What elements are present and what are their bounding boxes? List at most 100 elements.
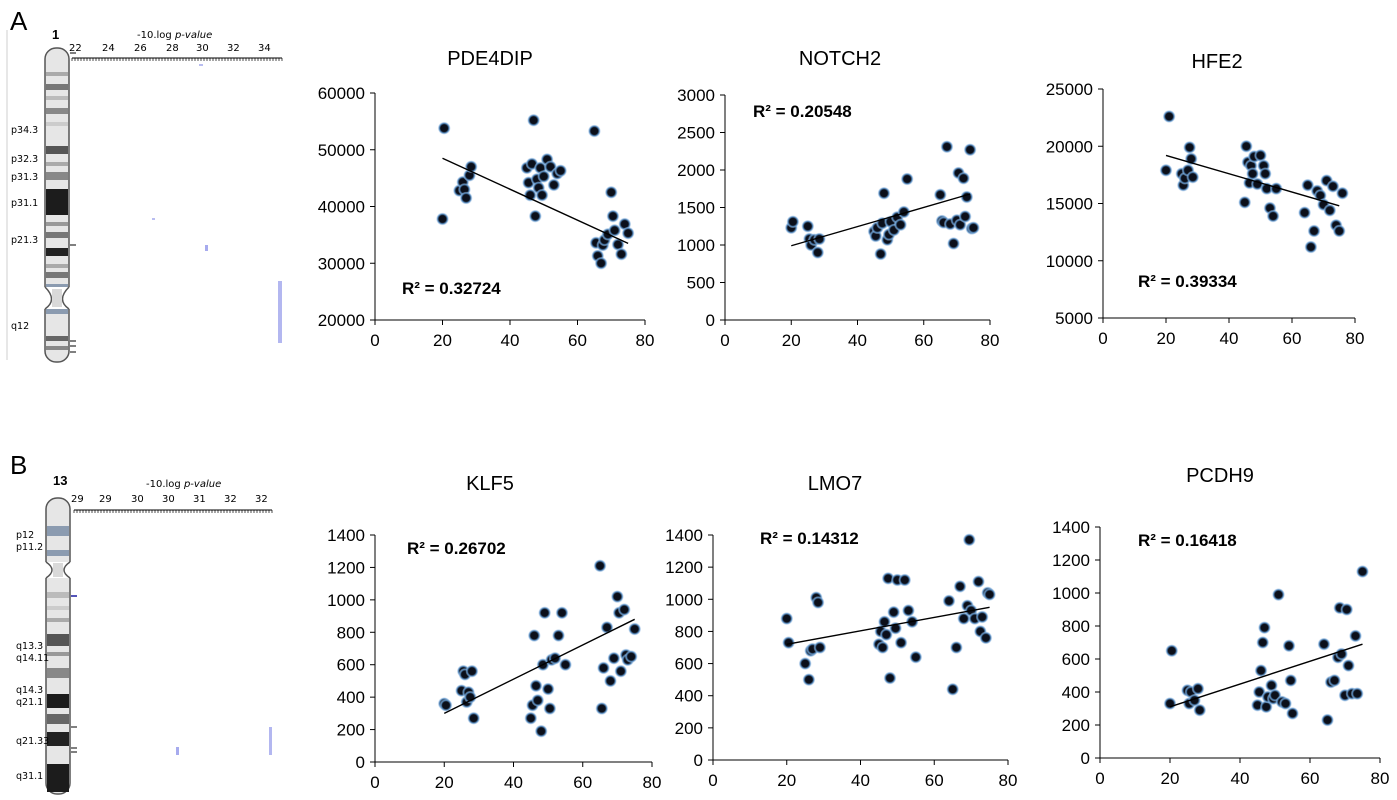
chart-title: PDE4DIP (447, 48, 533, 70)
data-point (1258, 621, 1271, 634)
band-label: p31.3 (11, 172, 38, 183)
data-point (1328, 674, 1341, 687)
data-point (972, 575, 985, 588)
band-label: p34.3 (11, 125, 38, 136)
y-tick-label: 50000 (318, 141, 365, 160)
y-tick-label: 1400 (327, 526, 365, 545)
pvalue-ruler (71, 57, 283, 61)
data-point (1238, 196, 1252, 209)
data-point (1307, 224, 1321, 238)
data-point (786, 215, 800, 229)
y-tick-label: 10000 (1046, 252, 1093, 271)
panel-label-a: A (10, 6, 28, 36)
data-point (1317, 637, 1331, 651)
data-point (529, 679, 543, 693)
chart-title: KLF5 (466, 473, 514, 495)
data-point (552, 629, 565, 642)
y-tick-label: 400 (337, 688, 365, 707)
data-point (597, 661, 610, 675)
pvalue-axis-label: -10.log p-value (137, 30, 212, 41)
data-point (942, 594, 956, 608)
x-tick-label: 40 (501, 331, 520, 350)
band-label: q21.1 (16, 697, 43, 708)
scatter-chart-pcdh9: PCDH9 0 200 400 600 800 1000 1200 1400 0 20 40 60 80 R… (1052, 465, 1389, 788)
y-tick-label: 500 (687, 274, 715, 293)
data-point (950, 641, 963, 654)
y-tick-label: 20000 (318, 311, 365, 330)
data-point (607, 651, 621, 665)
band-label: q14.3 (16, 685, 43, 696)
data-point (594, 256, 608, 270)
data-point (1272, 588, 1285, 601)
data-point (1335, 647, 1348, 661)
y-tick-label: 800 (337, 623, 365, 642)
x-tick-label: 40 (1220, 329, 1239, 348)
data-point (811, 596, 825, 609)
y-tick-label: 1400 (1052, 518, 1090, 537)
x-tick-label: 20 (1157, 329, 1176, 348)
data-point (1356, 565, 1369, 578)
pvalue-tick: 26 (134, 43, 147, 54)
data-point (611, 238, 625, 251)
data-point (437, 121, 451, 135)
data-point (588, 124, 601, 138)
trendline (1165, 154, 1340, 207)
data-point (957, 171, 970, 185)
data-point (798, 657, 812, 670)
data-point (934, 188, 947, 202)
data-point (877, 186, 891, 200)
chromosome-bands (43, 72, 71, 350)
x-tick-label: 80 (999, 771, 1018, 790)
y-tick-label: 600 (337, 656, 365, 675)
pvalue-axis-ticks: 29 29 30 30 31 32 32 (71, 494, 268, 505)
y-tick-label: 0 (706, 311, 715, 330)
data-point (878, 615, 891, 629)
data-point (1332, 224, 1346, 238)
x-tick-label: 40 (848, 331, 867, 350)
y-tick-label: 1000 (665, 590, 703, 609)
data-point (887, 605, 900, 619)
data-point (1186, 170, 1200, 184)
x-tick-label: 60 (1301, 769, 1320, 788)
y-tick-label: 25000 (1046, 80, 1093, 99)
x-tick-label: 20 (782, 331, 801, 350)
data-point (898, 573, 912, 587)
data-point (621, 226, 635, 240)
band-labels: p12 p11.2 q13.3 q14.11 q14.3 q21.1 q21.3… (16, 530, 49, 782)
data-point (940, 140, 954, 154)
data-point (1284, 674, 1298, 687)
pvalue-tick: 32 (224, 494, 237, 505)
x-tick-label: 0 (1098, 329, 1107, 348)
x-tick-label: 60 (568, 331, 587, 350)
trendline (443, 618, 635, 714)
data-point (1188, 693, 1201, 707)
y-tick-label: 200 (1062, 716, 1090, 735)
y-tick-label: 200 (675, 719, 703, 738)
chromosome-number: 1 (52, 27, 59, 42)
data-point (1193, 703, 1207, 717)
data-point (811, 246, 825, 259)
data-point (894, 636, 908, 649)
pvalue-tick: 31 (193, 494, 206, 505)
x-tick-label: 20 (1161, 769, 1180, 788)
data-point (555, 606, 569, 620)
chart-title: LMO7 (808, 473, 862, 495)
data-point (436, 212, 449, 226)
data-point (615, 247, 628, 261)
data-point (1323, 204, 1337, 217)
x-tick-label: 0 (708, 771, 717, 790)
x-tick-label: 40 (851, 771, 870, 790)
data-point (1165, 644, 1179, 658)
band-label: q13.3 (16, 641, 43, 652)
data-point (880, 628, 893, 641)
y-tick-label: 800 (675, 622, 703, 641)
chromosome-bands (44, 526, 72, 792)
x-tick-label: 0 (370, 773, 379, 792)
data-point (1269, 182, 1283, 195)
data-point (554, 164, 567, 178)
data-point (524, 711, 538, 725)
data-point (1159, 163, 1173, 177)
data-point (559, 658, 572, 672)
data-point (538, 606, 551, 620)
